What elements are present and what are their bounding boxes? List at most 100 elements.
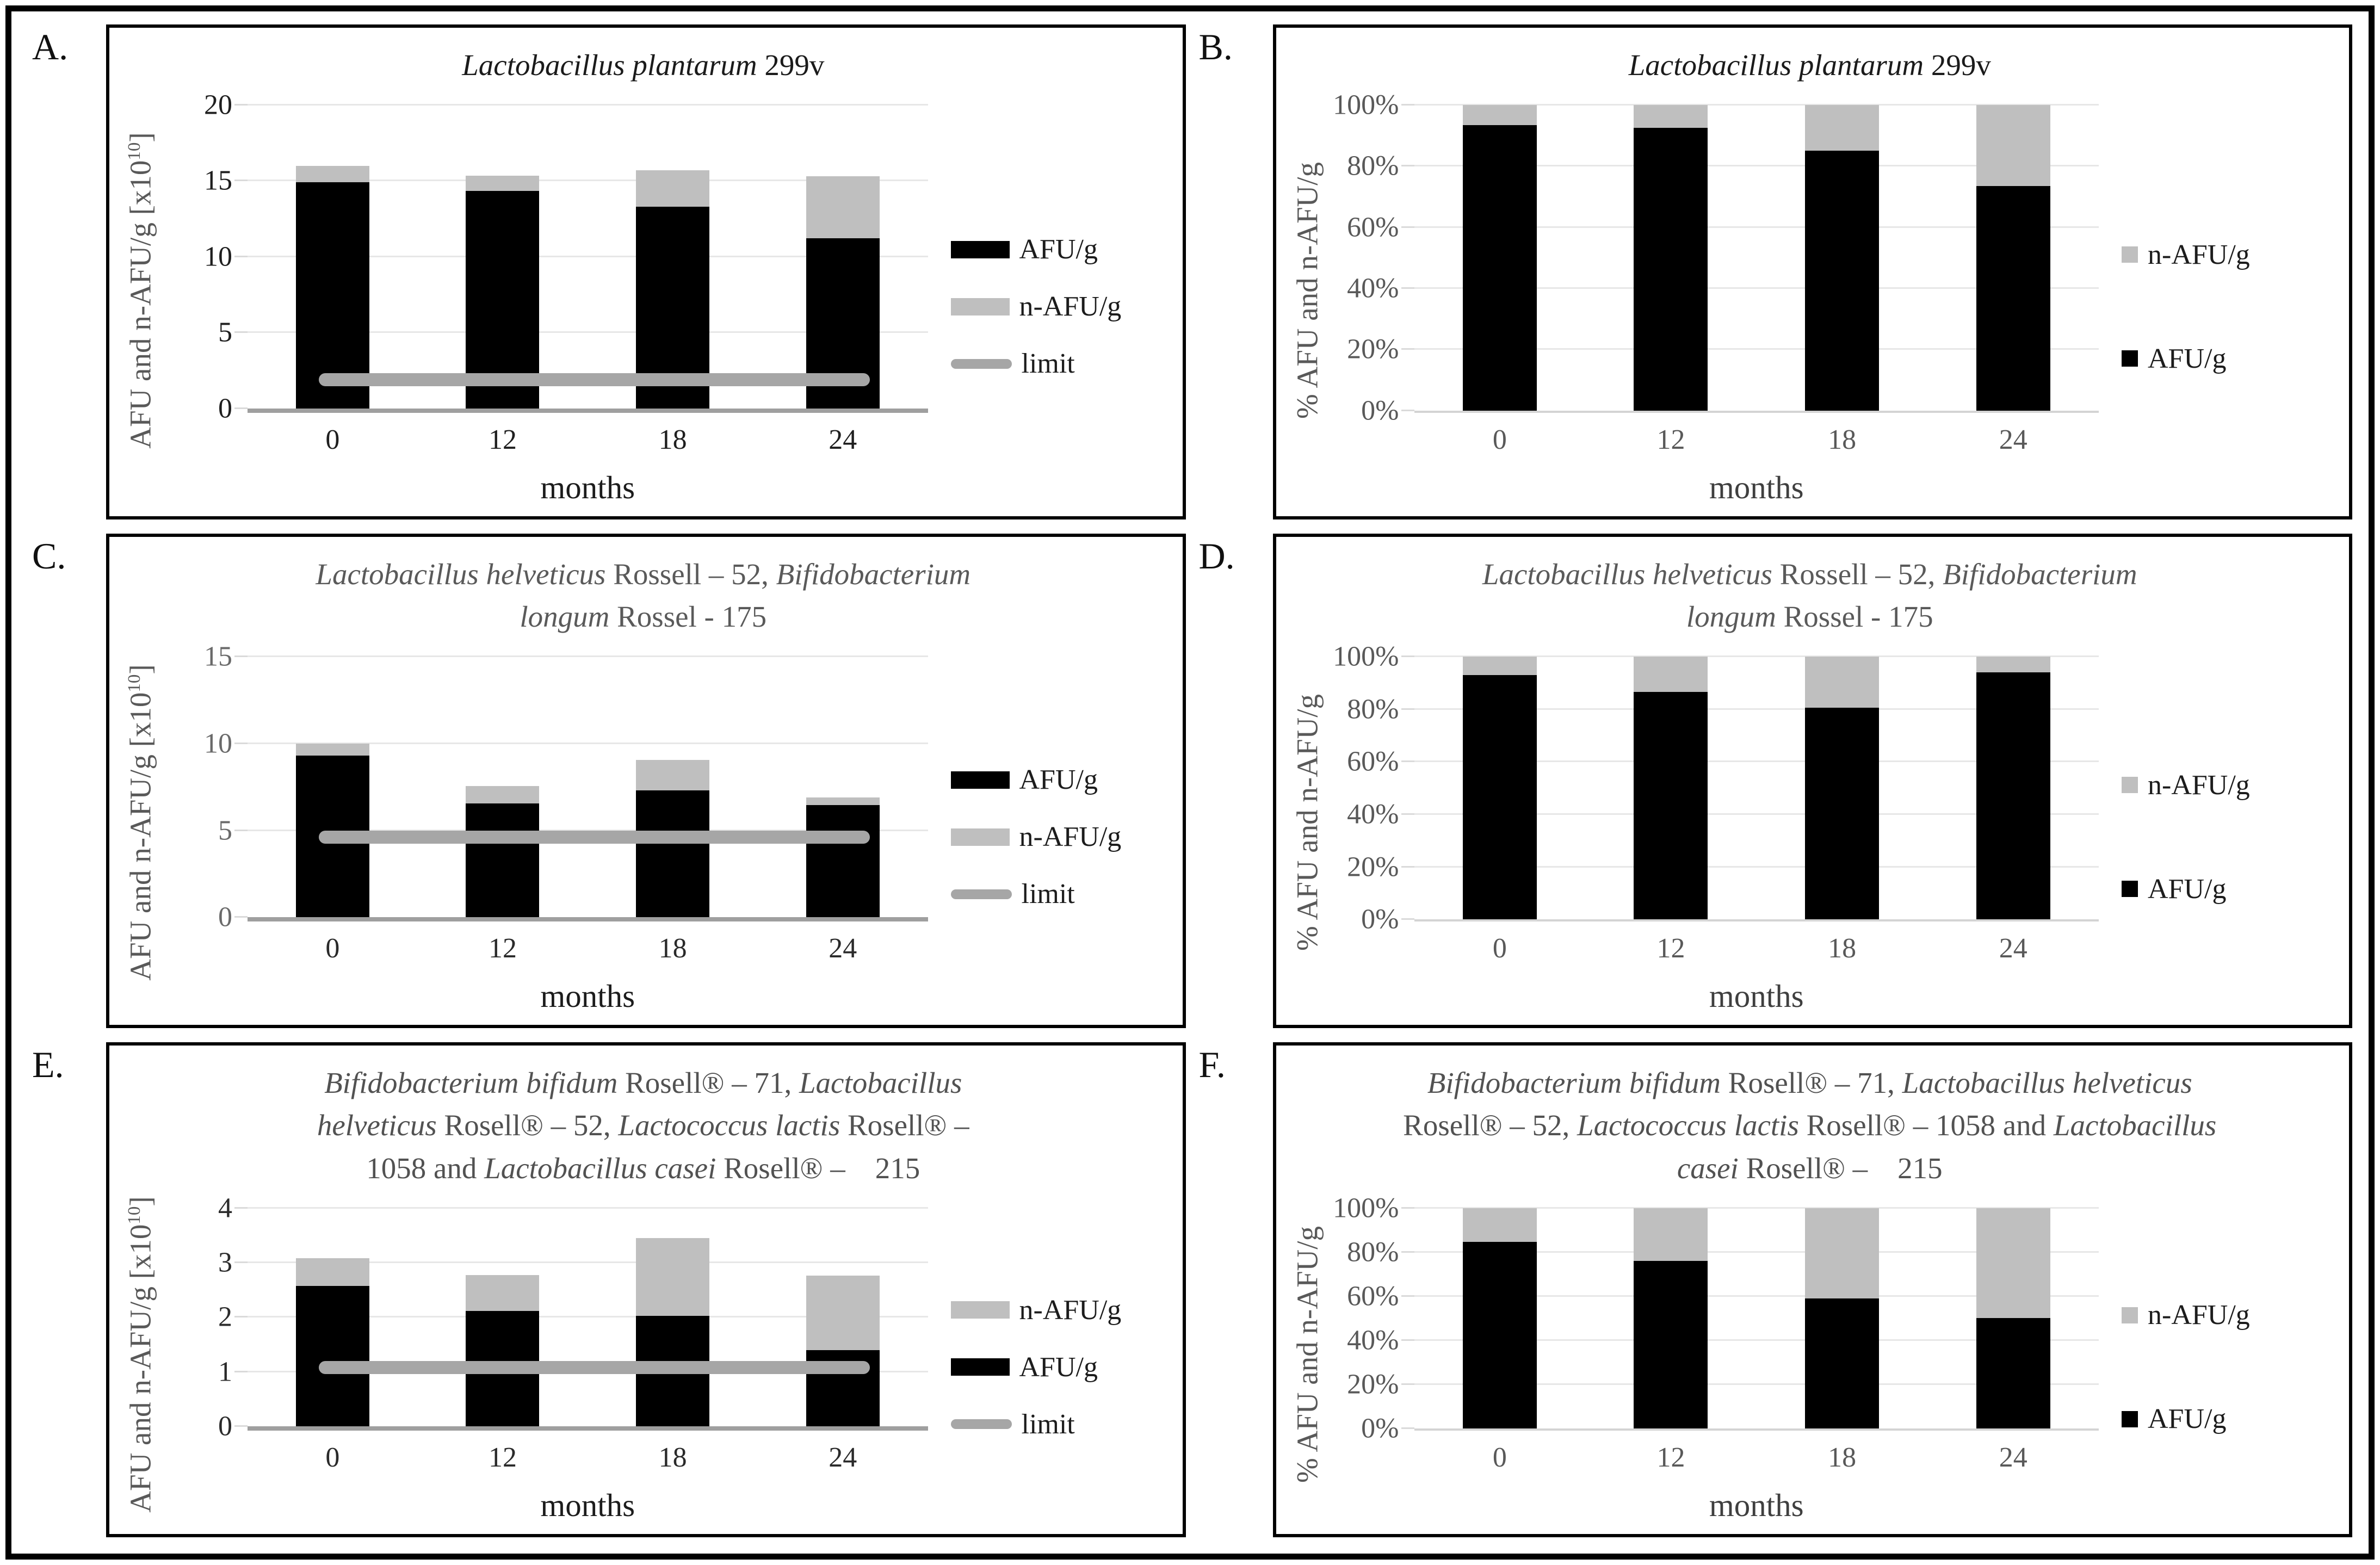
- y-axis-title-superscript: 10: [125, 142, 145, 160]
- gridline: [248, 255, 928, 257]
- bar-segment-afu-g: [1805, 151, 1879, 411]
- y-axis-tick-mark: [1401, 1251, 1414, 1253]
- gridline: [1414, 287, 2099, 289]
- y-tick-label: 3: [218, 1247, 232, 1278]
- y-axis-tick-mark: [234, 829, 248, 831]
- title-strain-text: Rosell® – 52,: [1403, 1066, 2200, 1142]
- y-tick-label: 40%: [1347, 799, 1399, 830]
- title-species-italic: Bifidobacterium bifidum: [324, 1066, 618, 1100]
- bar-segment-afu-g: [636, 790, 710, 918]
- title-species-italic: Lactococcus lactis: [1577, 1109, 1799, 1142]
- legend-swatch-limit-line: [950, 358, 1012, 369]
- legend: AFU/g n-AFU/g limit: [928, 105, 1169, 509]
- y-axis-title-column: % AFU and n-AFU/g: [1285, 1208, 1330, 1526]
- legend-item: limit: [950, 878, 1169, 910]
- y-axis-tick-mark: [234, 104, 248, 106]
- y-tick-label: 20%: [1347, 1369, 1399, 1400]
- x-tick-label: 24: [829, 1442, 857, 1473]
- chart-a: Lactobacillus plantarum 299v AFU and n-AF…: [106, 24, 1186, 519]
- bar-segment-n-afu-g: [466, 786, 540, 803]
- y-tick-label: 60%: [1347, 212, 1399, 243]
- title-strain-text: Rossel - 175: [609, 599, 767, 633]
- title-strain-text: Rossel - 175: [1776, 599, 1933, 633]
- y-axis-tick-mark: [234, 742, 248, 744]
- gridline: [248, 742, 928, 744]
- title-species-italic: Bifidobacterium longum: [520, 557, 978, 633]
- gridline: [1414, 226, 2099, 228]
- bar-segment-n-afu-g: [295, 1258, 369, 1286]
- title-strain-text: Rossell – 52,: [605, 557, 776, 591]
- bar-segment-afu-g: [1462, 675, 1537, 920]
- chart-c: Lactobacillus helveticus Rossell – 52, B…: [106, 533, 1186, 1029]
- x-tick-label: 0: [325, 1442, 340, 1473]
- legend-label: limit: [1021, 879, 1075, 910]
- limit-line: [319, 373, 870, 386]
- y-tick-label: 0%: [1361, 395, 1399, 426]
- y-tick-label: 20: [204, 89, 232, 121]
- title-species-italic: Bifidobacterium longum: [1686, 557, 2145, 633]
- plot-stack: 0% 20% 40% 60% 80% 100% 0 12 18 24 months: [1333, 641, 2099, 1017]
- title-strain-text: Rossell – 52,: [1772, 557, 1943, 591]
- legend-item: AFU/g: [2122, 873, 2335, 905]
- bar-segment-afu-g: [806, 805, 880, 918]
- legend-swatch-n-afu-g: [2122, 777, 2138, 794]
- y-axis-title: AFU and n-AFU/g [x1010]: [123, 1196, 157, 1513]
- bar-segment-afu-g: [466, 190, 540, 409]
- x-axis-title: months: [1709, 978, 1804, 1015]
- y-tick-label: 1: [218, 1356, 232, 1388]
- bar-segment-afu-g: [1976, 185, 2050, 411]
- bar-segment-afu-g: [466, 803, 540, 918]
- bar-segment-n-afu-g: [636, 170, 710, 207]
- y-axis-tick-mark: [1401, 655, 1414, 657]
- gridline: [1414, 1339, 2099, 1341]
- panel-label-c: C.: [32, 535, 66, 577]
- bar-segment-n-afu-g: [1634, 105, 1708, 128]
- x-tick-label: 18: [1828, 424, 1857, 455]
- legend-item: n-AFU/g: [2122, 1299, 2335, 1331]
- gridline: [1414, 1295, 2099, 1297]
- y-axis-tick-mark: [234, 1207, 248, 1209]
- gridline: [1414, 655, 2099, 657]
- legend-swatch-limit-line: [950, 1419, 1012, 1430]
- gridline: [1414, 1383, 2099, 1385]
- x-tick-label: 18: [658, 933, 687, 964]
- legend-label: AFU/g: [1019, 1351, 1098, 1383]
- y-tick-label: 80%: [1347, 150, 1399, 182]
- x-tick-row: 0 12 18 24: [1414, 932, 2099, 964]
- y-axis-tick-mark: [1401, 348, 1414, 350]
- y-axis-tick-mark: [1401, 1207, 1414, 1209]
- panel-b: B. Lactobacillus plantarum 299v % AFU and…: [1191, 24, 2352, 519]
- y-tick-label: 5: [218, 815, 232, 846]
- y-axis-tick-mark: [234, 180, 248, 182]
- y-tick-label: 20%: [1347, 851, 1399, 883]
- y-tick-label: 0%: [1361, 904, 1399, 935]
- bar-segment-afu-g: [1634, 1260, 1708, 1428]
- legend-swatch-afu-g: [2122, 1411, 2138, 1427]
- bar-segment-n-afu-g: [1976, 1208, 2050, 1319]
- panel-d: D. Lactobacillus helveticus Rossell – 52…: [1191, 533, 2352, 1029]
- x-tick-label: 12: [1656, 933, 1685, 964]
- bar-segment-afu-g: [1634, 128, 1708, 411]
- legend-item: AFU/g: [950, 1351, 1169, 1383]
- y-axis-tick-mark: [234, 1370, 248, 1372]
- gridline: [1414, 348, 2099, 350]
- y-axis-tick-mark: [234, 916, 248, 918]
- y-tick-label: 4: [218, 1192, 232, 1224]
- legend-label: AFU/g: [2148, 1403, 2227, 1435]
- bar-segment-n-afu-g: [1634, 1208, 1708, 1261]
- bar-segment-n-afu-g: [466, 1275, 540, 1312]
- chart-body: AFU and n-AFU/g [x1010] 0 5 10 15 20 0 12 18 24 mo…: [118, 90, 1169, 509]
- legend-swatch-afu-g: [2122, 350, 2138, 367]
- x-tick-label: 12: [488, 1442, 517, 1473]
- title-strain-text: Rosell® – 71,: [1721, 1066, 1902, 1100]
- bar-segment-n-afu-g: [1462, 656, 1537, 675]
- legend-label: AFU/g: [2148, 343, 2227, 374]
- x-tick-row: 0 12 18 24: [248, 1442, 928, 1474]
- title-species-italic: Lactobacillus plantarum: [1628, 48, 1924, 82]
- y-axis-title-superscript: 10: [125, 674, 145, 692]
- bar-segment-n-afu-g: [806, 797, 880, 806]
- y-axis-tick-mark: [1401, 165, 1414, 167]
- legend-swatch-afu-g: [950, 1358, 1010, 1376]
- plot-stack: 0% 20% 40% 60% 80% 100% 0 12 18 24 months: [1333, 1192, 2099, 1526]
- gridline: [1414, 1251, 2099, 1253]
